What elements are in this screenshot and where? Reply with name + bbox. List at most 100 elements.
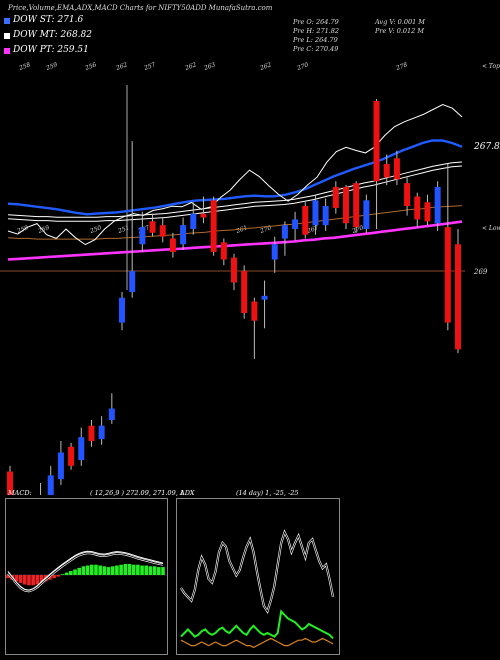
legend-swatch-st	[4, 18, 10, 24]
top-label: 257	[142, 61, 156, 72]
low-label: 259	[36, 224, 50, 235]
top-right-label: < Tops	[482, 63, 500, 70]
macd-label: MACD:	[8, 489, 32, 497]
macd-hist-bar	[31, 575, 35, 586]
candle-body	[200, 213, 207, 218]
macd-hist-bar	[119, 564, 123, 575]
candle-body	[149, 221, 156, 233]
level-label-269: 269	[473, 268, 488, 276]
candle-body	[139, 227, 146, 245]
adx-chart	[180, 529, 335, 649]
candle-body	[271, 244, 278, 260]
candle-body	[373, 101, 380, 182]
close-line	[7, 103, 463, 246]
top-label: 278	[394, 61, 408, 72]
macd-hist-bar	[89, 564, 94, 575]
macd-hist-bar	[6, 575, 10, 579]
stat-close: Pre C: 270.49	[293, 45, 339, 53]
candle-body	[159, 225, 166, 237]
top-label: 270	[295, 61, 309, 72]
price-marker: 267.82	[473, 142, 500, 152]
candle-body	[78, 437, 85, 461]
macd-hist-bar	[81, 566, 86, 575]
legend-mt: DOW MT: 268.82	[13, 30, 92, 40]
macd-hist-bar	[106, 567, 111, 575]
macd-hist-bar	[140, 565, 144, 575]
candle-body	[98, 425, 105, 440]
candle-body	[119, 297, 125, 323]
candle-body	[292, 219, 299, 229]
macd-hist-bar	[157, 567, 161, 575]
low-label: 267	[305, 224, 319, 235]
low-label: 270	[258, 224, 272, 235]
macd-hist-bar	[123, 563, 128, 575]
legend-pt: DOW PT: 259.51	[13, 45, 89, 55]
candle-body	[302, 206, 309, 235]
candle-body	[169, 238, 176, 252]
low-label: 250	[88, 224, 102, 235]
candle-body	[424, 202, 431, 222]
candle-body	[281, 225, 288, 239]
adx-panel	[176, 498, 340, 655]
macd-hist-bar	[115, 565, 119, 575]
macd-panel	[5, 498, 168, 655]
candle-body	[353, 183, 360, 228]
adx-minus-di-line	[180, 637, 334, 649]
ema-long-line	[7, 205, 463, 240]
candle-body	[261, 295, 268, 300]
macd-signal-line-inner	[7, 552, 164, 592]
stat-low: Pre L: 264.79	[293, 36, 338, 44]
stat-pre-volume: Pre V: 0.012 M	[375, 27, 425, 35]
macd-hist-bar	[52, 575, 56, 579]
macd-hist-bar	[152, 566, 157, 575]
macd-hist-bar	[69, 571, 73, 575]
legend-swatch-pt	[4, 48, 10, 54]
stat-open: Pre O: 264.79	[293, 18, 339, 26]
adx-values: (14 day) 1, -25, -25	[236, 489, 299, 497]
candle-body	[414, 196, 421, 220]
top-label: 263	[202, 61, 216, 72]
low-label: 270	[350, 224, 364, 235]
macd-hist-bar	[148, 566, 153, 575]
macd-hist-bar	[131, 564, 136, 575]
candle-body	[7, 471, 13, 495]
macd-hist-bar	[77, 567, 82, 575]
candle-body	[180, 225, 187, 245]
macd-hist-bar	[73, 569, 77, 575]
adx-line-inner	[180, 530, 334, 613]
macd-line	[7, 550, 164, 591]
macd-hist-bar	[161, 567, 165, 575]
candle-body	[434, 186, 441, 224]
macd-hist-bar	[14, 575, 19, 582]
candle-body	[444, 227, 451, 323]
macd-hist-bar	[35, 575, 40, 585]
candle-body	[312, 200, 319, 226]
candle-body	[393, 158, 400, 180]
candle-body	[129, 271, 136, 293]
macd-hist-bar	[85, 565, 90, 575]
macd-hist-bar	[18, 575, 23, 583]
candle-body	[363, 200, 370, 229]
top-label: 262	[114, 61, 128, 72]
macd-chart	[6, 550, 167, 593]
candle-body	[231, 257, 237, 283]
ema-short-line	[7, 139, 463, 216]
legend-swatch-mt	[4, 33, 10, 39]
macd-hist-bar	[56, 575, 61, 577]
candle-body	[343, 186, 349, 224]
candle-body	[88, 425, 95, 441]
candle-body	[455, 244, 461, 350]
macd-hist-bar	[136, 564, 140, 575]
macd-hist-bar	[127, 563, 132, 575]
chart-title: Price,Volume,EMA,ADX,MACD Charts for NIF…	[8, 4, 273, 12]
candle-body	[47, 475, 54, 495]
candle-body	[57, 452, 64, 480]
adx-label: ADX	[180, 489, 195, 497]
macd-hist-bar	[39, 575, 44, 583]
macd-hist-bar	[102, 566, 107, 575]
macd-values: ( 12,26,9 ) 272.09, 271.09, 1	[90, 489, 184, 497]
legend-st: DOW ST: 271.6	[13, 15, 84, 25]
macd-hist-bar	[144, 565, 149, 575]
top-label: 256	[83, 61, 97, 72]
